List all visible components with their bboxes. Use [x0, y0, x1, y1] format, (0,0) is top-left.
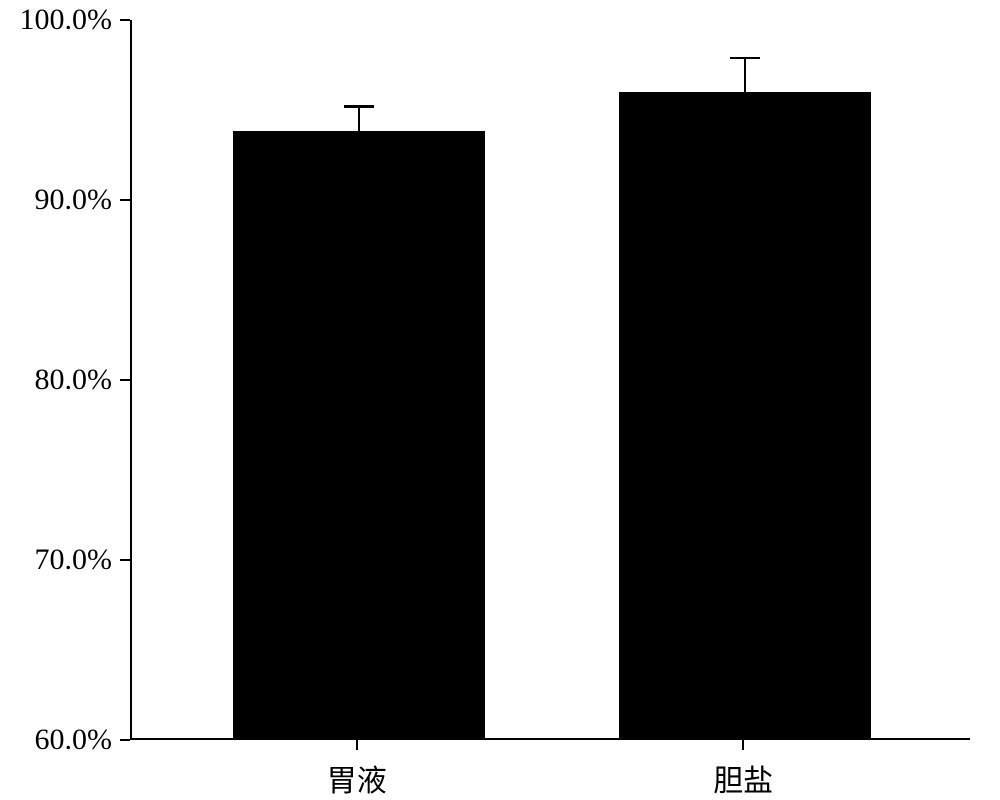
y-tick-mark — [120, 19, 130, 21]
x-tick-label: 胃液 — [327, 756, 387, 800]
x-tick-mark — [356, 740, 358, 750]
y-tick-mark — [120, 559, 130, 561]
y-tick-label: 90.0% — [0, 183, 112, 217]
bar-1 — [619, 92, 871, 738]
x-tick-mark — [742, 740, 744, 750]
y-tick-label: 100.0% — [0, 3, 112, 37]
y-tick-mark — [120, 379, 130, 381]
error-bar-line-1 — [744, 58, 747, 94]
y-tick-mark — [120, 739, 130, 741]
bar-0 — [233, 131, 485, 738]
y-tick-mark — [120, 199, 130, 201]
y-tick-label: 80.0% — [0, 363, 112, 397]
error-bar-line-0 — [358, 106, 361, 133]
plot-area — [130, 20, 970, 740]
y-tick-label: 60.0% — [0, 723, 112, 757]
x-tick-label: 胆盐 — [713, 756, 773, 800]
bar-chart: 60.0% 70.0% 80.0% 90.0% 100.0% 胃液 胆盐 — [0, 0, 1000, 800]
error-bar-cap-0 — [344, 105, 374, 108]
error-bar-cap-1 — [730, 57, 760, 60]
y-tick-label: 70.0% — [0, 543, 112, 577]
